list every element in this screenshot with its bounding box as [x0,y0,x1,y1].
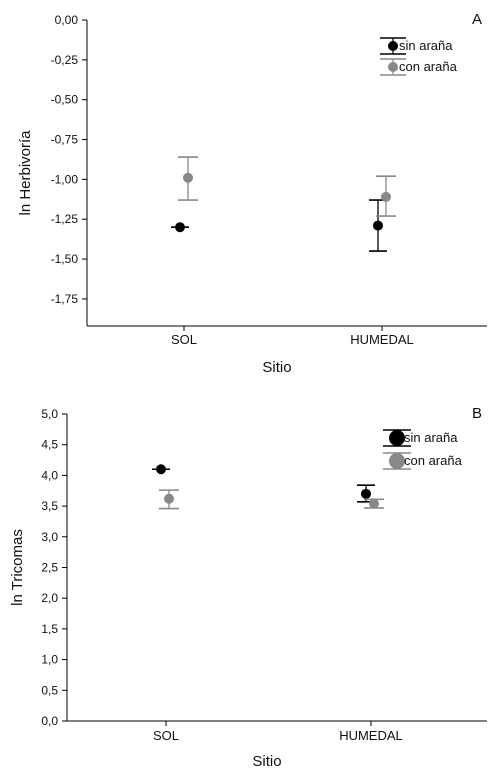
panel-b-y-tick-label: 1,5 [41,622,58,636]
panel-b-legend-label: con araña [404,453,463,468]
panel-a-y-tick-label: -0,25 [51,53,79,67]
panel-a-legend-label: con araña [399,59,458,74]
panel-a-y-tick-label: -1,50 [51,252,79,266]
panel-b-data-point [361,488,371,499]
panel-b-data-point [156,464,166,475]
panel-b-legend-symbol [389,430,405,446]
panel-a-data-point [381,191,391,202]
panel-b-y-axis-title: ln Tricomas [9,529,26,606]
panel-a-legend-symbol [388,62,398,72]
panel-a-data-point [183,172,193,183]
panel-a-y-tick-label: 0,00 [55,13,79,27]
panel-a-x-axis-title: Sitio [262,359,291,376]
panel-b-legend-label: sin araña [404,430,458,445]
panel-b-y-tick-label: 2,0 [41,591,58,605]
panel-a-y-tick-label: -1,00 [51,172,79,186]
panel-a-y-tick-label: -1,75 [51,292,79,306]
panel-a-data-point [373,220,383,231]
panel-a-y-axis-title: ln Herbivoría [17,130,34,216]
panel-b-y-tick-label: 0,5 [41,683,58,697]
panel-b-y-tick-label: 0,0 [41,714,58,728]
panel-a-legend-label: sin araña [399,38,453,53]
panel-b-legend-symbol [389,453,405,469]
panel-b-y-tick-label: 3,5 [41,499,58,513]
panel-a-label: A [472,11,482,28]
panel-a-x-tick-label: SOL [171,332,197,347]
panel-b-y-tick-label: 4,5 [41,438,58,452]
panel-a-data-point [175,222,185,233]
panel-a-x-tick-label: HUMEDAL [350,332,414,347]
panel-b-x-tick-label: HUMEDAL [339,728,403,743]
panel-b-x-tick-label: SOL [153,728,179,743]
panel-b-y-tick-label: 2,5 [41,561,58,575]
panel-a-y-tick-label: -0,50 [51,93,79,107]
panel-b-label: B [472,405,482,422]
panel-b-y-tick-label: 4,0 [41,468,58,482]
panel-b-data-point [164,493,174,504]
panel-b-data-point [369,498,379,509]
panel-b-y-tick-label: 3,0 [41,530,58,544]
panel-a-y-tick-label: -0,75 [51,133,79,147]
panel-a-y-tick-label: -1,25 [51,212,79,226]
panel-b-y-tick-label: 5,0 [41,407,58,421]
panel-b-x-axis-title: Sitio [252,753,281,770]
panel-a-legend-symbol [388,41,398,51]
panel-b-y-tick-label: 1,0 [41,653,58,667]
